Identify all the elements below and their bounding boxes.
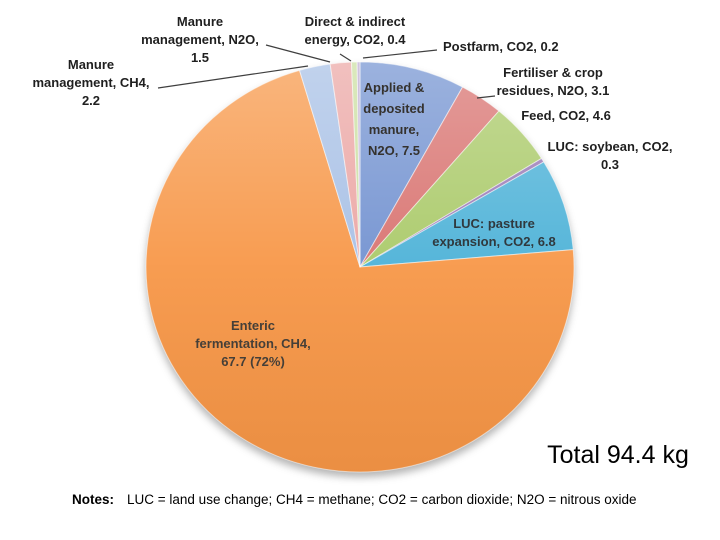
- leader-line: [476, 95, 496, 99]
- leader-line: [362, 49, 438, 59]
- slice-label-applied-deposited-manure: Applied & deposited manure, N2O, 7.5: [363, 80, 425, 158]
- slice-label-manure-management-ch4: Manure management, CH4, 2.2: [32, 57, 150, 108]
- slice-label-fertiliser-crop-residues: Fertiliser & crop residues, N2O, 3.1: [496, 65, 610, 98]
- pie-gloss-overlay: [146, 62, 574, 472]
- total-label: Total 94.4 kg: [547, 441, 689, 469]
- slice-label-luc-pasture-expansion: LUC: pasture expansion, CO2, 6.8: [432, 216, 556, 249]
- notes-footer: Notes: LUC = land use change; CH4 = metha…: [72, 492, 637, 507]
- slice-label-direct-indirect-energy: Direct & indirect energy, CO2, 0.4: [304, 14, 406, 47]
- leader-lines: [157, 44, 496, 99]
- leader-line: [157, 65, 309, 89]
- notes-title: Notes:: [72, 492, 115, 507]
- slice-label-enteric-fermentation: Enteric fermentation, CH4, 67.7 (72%): [195, 318, 311, 369]
- slice-label-manure-management-n2o: Manure management, N2O, 1.5: [141, 14, 259, 65]
- leader-line: [339, 53, 352, 62]
- leader-line: [265, 44, 331, 63]
- slice-label-feed: Feed, CO2, 4.6: [521, 108, 611, 123]
- slice-label-postfarm: Postfarm, CO2, 0.2: [443, 39, 559, 54]
- notes-text: LUC = land use change; CH4 = methane; CO…: [127, 492, 637, 507]
- slice-label-luc-soybean: LUC: soybean, CO2, 0.3: [547, 139, 673, 172]
